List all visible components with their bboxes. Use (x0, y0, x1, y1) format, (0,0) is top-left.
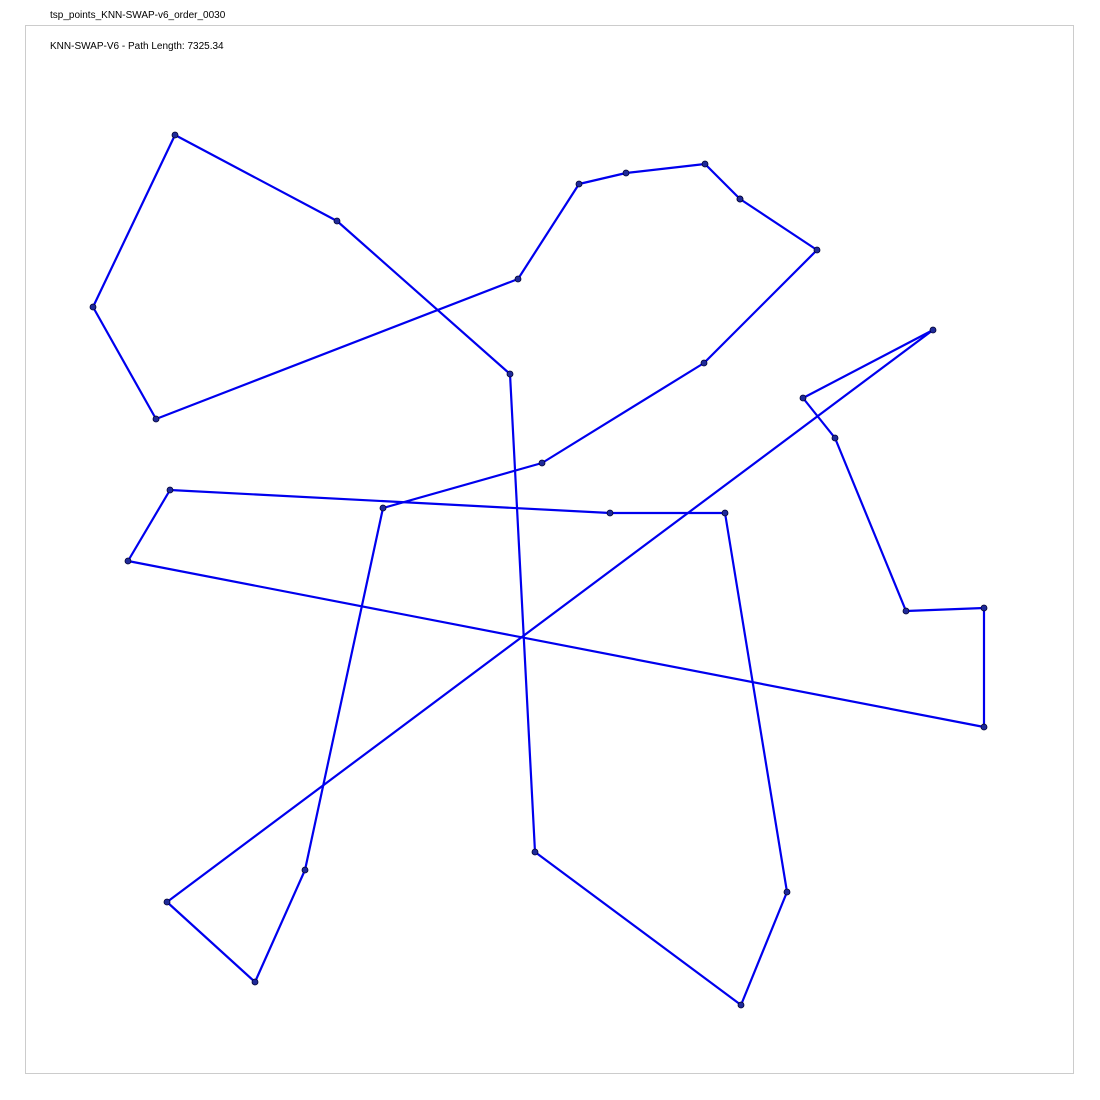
tour-edge (303, 506, 385, 872)
tour-node (301, 866, 309, 874)
tour-edge (126, 488, 172, 563)
tour-node (700, 359, 708, 367)
tour-node (813, 246, 821, 254)
tour-edge (381, 461, 544, 510)
tour-node (514, 275, 522, 283)
tour-edge (833, 436, 908, 613)
tour-node (606, 509, 614, 517)
tour-edge (904, 606, 986, 613)
tour-node (171, 131, 179, 139)
tour-edge (801, 328, 935, 400)
tour-edge (168, 488, 612, 515)
tour-node-layer (89, 131, 988, 1009)
tour-edge (165, 328, 935, 904)
tour-node (622, 169, 630, 177)
plot-subtitle: KNN-SWAP-V6 - Path Length: 7325.34 (50, 41, 224, 52)
tour-edge (173, 133, 339, 223)
tour-edge (253, 868, 307, 984)
tour-edge (508, 372, 537, 854)
tour-node (721, 509, 729, 517)
tour-edge (723, 511, 789, 894)
tour-node (831, 434, 839, 442)
tour-edge (702, 248, 819, 365)
page-title: tsp_points_KNN-SWAP-v6_order_0030 (50, 10, 226, 21)
tour-edge (165, 900, 257, 984)
tour-edge (516, 182, 581, 281)
tour-node (575, 180, 583, 188)
tour-node (89, 303, 97, 311)
tour-edge (533, 850, 743, 1007)
tour-edge (738, 197, 819, 252)
tour-edge (126, 559, 986, 729)
tour-node (333, 217, 341, 225)
tour-node (152, 415, 160, 423)
plot-area (25, 25, 1074, 1074)
tour-node (166, 486, 174, 494)
tour-node (783, 888, 791, 896)
tour-edge (577, 171, 628, 186)
tour-edge (624, 162, 707, 175)
tour-path-layer (91, 133, 986, 1007)
tour-node (506, 370, 514, 378)
tour-node (379, 504, 387, 512)
tour-node (163, 898, 171, 906)
tour-edge (540, 361, 706, 465)
tour-edge (703, 162, 742, 201)
tour-node (531, 848, 539, 856)
tour-node (736, 195, 744, 203)
tour-node (737, 1001, 745, 1009)
tour-edge (154, 277, 520, 421)
tour-node (799, 394, 807, 402)
tour-edge (801, 396, 837, 440)
tour-edge (335, 219, 512, 376)
tour-edge (91, 305, 158, 421)
tour-node (929, 326, 937, 334)
tour-node (538, 459, 546, 467)
tour-edge (91, 133, 177, 309)
tour-node (251, 978, 259, 986)
tour-node (701, 160, 709, 168)
tour-node (980, 723, 988, 731)
tour-node (124, 557, 132, 565)
tour-edge (739, 890, 789, 1007)
tour-node (980, 604, 988, 612)
tour-node (902, 607, 910, 615)
